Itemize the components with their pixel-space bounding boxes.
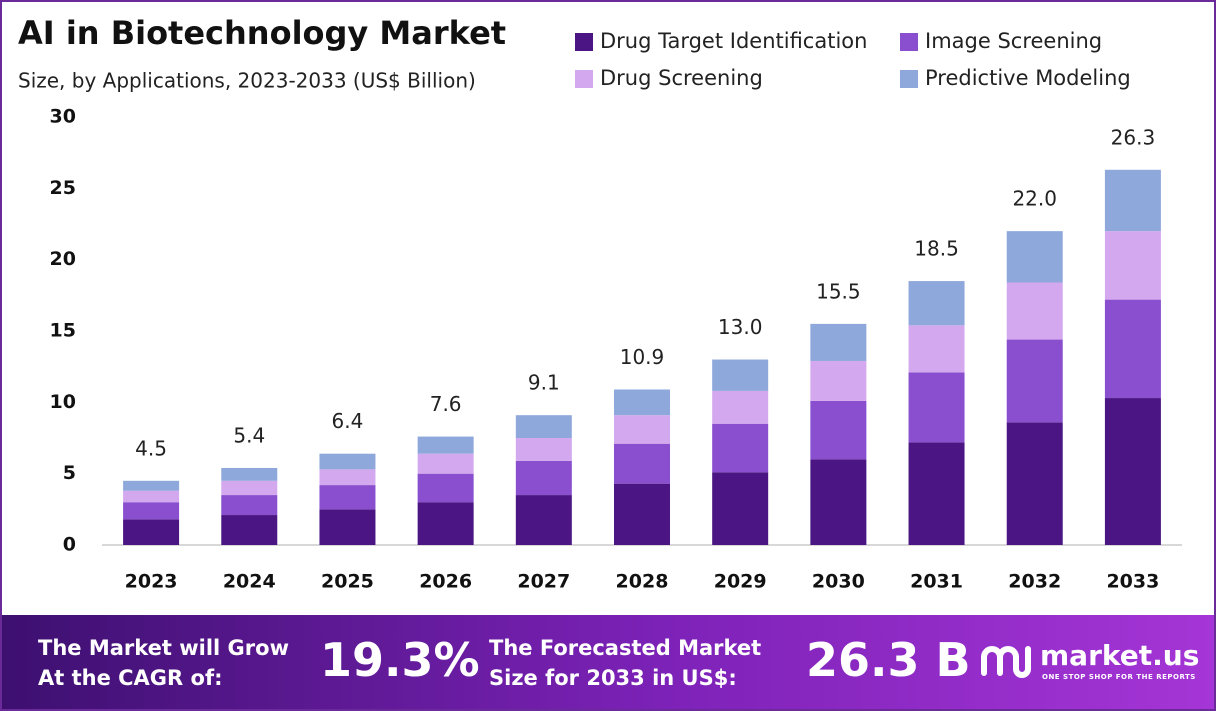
bar-segment — [221, 467, 278, 481]
bar-segment — [614, 443, 670, 484]
bar-segment — [712, 390, 769, 424]
brand: market.us — [1040, 639, 1200, 672]
bar-segment — [1006, 231, 1063, 283]
logo-icon — [981, 646, 1031, 678]
bar-segment — [614, 389, 670, 416]
chart-subtitle: Size, by Applications, 2023-2033 (US$ Bi… — [18, 69, 476, 93]
bar-segment — [417, 502, 474, 545]
bar-segment — [319, 469, 376, 486]
y-tick-label: 15 — [50, 320, 76, 342]
x-tick-label: 2032 — [1008, 571, 1061, 593]
x-tick-label: 2029 — [714, 571, 767, 593]
text-line: The Market will Grow — [38, 636, 289, 660]
total-label: 26.3 — [1111, 125, 1156, 149]
x-tick-label: 2023 — [125, 571, 178, 593]
bar-segment — [123, 480, 180, 491]
bar-segment — [712, 359, 769, 391]
bar-segment — [908, 372, 965, 443]
bar-segment — [1104, 299, 1161, 399]
x-tick-label: 2025 — [321, 571, 374, 593]
bar-segment — [810, 360, 867, 401]
bar-segment — [515, 438, 572, 461]
total-label: 18.5 — [914, 237, 959, 261]
bar-segment — [810, 323, 867, 361]
text-line: Size for 2033 in US$: — [489, 666, 737, 690]
bar-segment — [712, 472, 769, 545]
text-line: At the CAGR of: — [38, 666, 223, 690]
bar-segment — [810, 400, 867, 460]
x-tick-label: 2024 — [223, 571, 276, 593]
total-label: 9.1 — [528, 371, 560, 395]
x-tick-label: 2026 — [419, 571, 472, 593]
legend-swatch — [900, 70, 918, 88]
legend-label: Predictive Modeling — [925, 66, 1131, 90]
y-tick-label: 25 — [50, 177, 76, 199]
bar-segment — [515, 460, 572, 496]
bar-segment — [1006, 422, 1063, 545]
x-tick-label: 2033 — [1106, 571, 1159, 593]
bar-segment — [319, 453, 376, 470]
footer-banner: The Market will Grow At the CAGR of: 19.3… — [2, 615, 1214, 709]
legend-swatch — [900, 33, 918, 51]
size-text: The Forecasted Market Size for 2033 in US… — [489, 633, 761, 693]
y-tick-label: 30 — [50, 106, 76, 128]
total-label: 5.4 — [233, 423, 265, 447]
x-tick-label: 2031 — [910, 571, 963, 593]
x-tick-label: 2027 — [517, 571, 570, 593]
bar-segment — [123, 519, 180, 545]
bar-segment — [417, 453, 474, 474]
total-label: 7.6 — [430, 392, 462, 416]
chart: AI in Biotechnology Market Size, by Appl… — [18, 14, 1182, 593]
bar-segment — [908, 325, 965, 373]
bar-segment — [908, 442, 965, 545]
bar-segment — [614, 483, 670, 545]
tagline: ONE STOP SHOP FOR THE REPORTS — [1042, 673, 1196, 681]
chart-title: AI in Biotechnology Market — [18, 14, 506, 52]
bar-segment — [123, 490, 180, 503]
total-label: 22.0 — [1012, 187, 1057, 211]
bar-segment — [221, 480, 278, 496]
legend-label: Image Screening — [925, 29, 1102, 53]
y-tick-label: 5 — [63, 462, 76, 484]
bar-segment — [417, 473, 474, 503]
bar-segment — [221, 515, 278, 545]
x-tick-label: 2030 — [812, 571, 865, 593]
bar-segment — [614, 415, 670, 444]
bar-segment — [515, 495, 572, 545]
legend-swatch — [575, 33, 593, 51]
legend-label: Drug Target Identification — [600, 29, 867, 53]
bar-segment — [319, 509, 376, 545]
bar-segment — [712, 423, 769, 473]
bar-segment — [810, 459, 867, 545]
total-label: 6.4 — [332, 409, 364, 433]
bar-segment — [221, 495, 278, 516]
cagr-text: The Market will Grow At the CAGR of: — [38, 633, 289, 693]
bar-segment — [515, 415, 572, 438]
x-tick-label: 2028 — [616, 571, 669, 593]
y-tick-label: 10 — [50, 391, 76, 413]
bar-segment — [123, 502, 180, 520]
bar-segment — [1104, 231, 1161, 300]
y-tick-label: 0 — [63, 534, 76, 556]
bar-segment — [417, 436, 474, 454]
size-value: 26.3 B — [806, 633, 971, 687]
bar-segment — [1104, 169, 1161, 232]
total-label: 13.0 — [718, 315, 763, 339]
total-label: 4.5 — [135, 436, 167, 460]
bar-segment — [1006, 282, 1063, 340]
legend-label: Drug Screening — [600, 66, 763, 90]
y-tick-label: 20 — [50, 248, 76, 270]
bar-segment — [319, 485, 376, 510]
total-label: 10.9 — [620, 345, 665, 369]
legend-swatch — [575, 70, 593, 88]
cagr-value: 19.3% — [320, 633, 480, 687]
bar-segment — [1104, 398, 1161, 545]
bar-segment — [908, 281, 965, 326]
text-line: The Forecasted Market — [489, 636, 762, 660]
total-label: 15.5 — [816, 279, 861, 303]
bar-segment — [1006, 339, 1063, 423]
